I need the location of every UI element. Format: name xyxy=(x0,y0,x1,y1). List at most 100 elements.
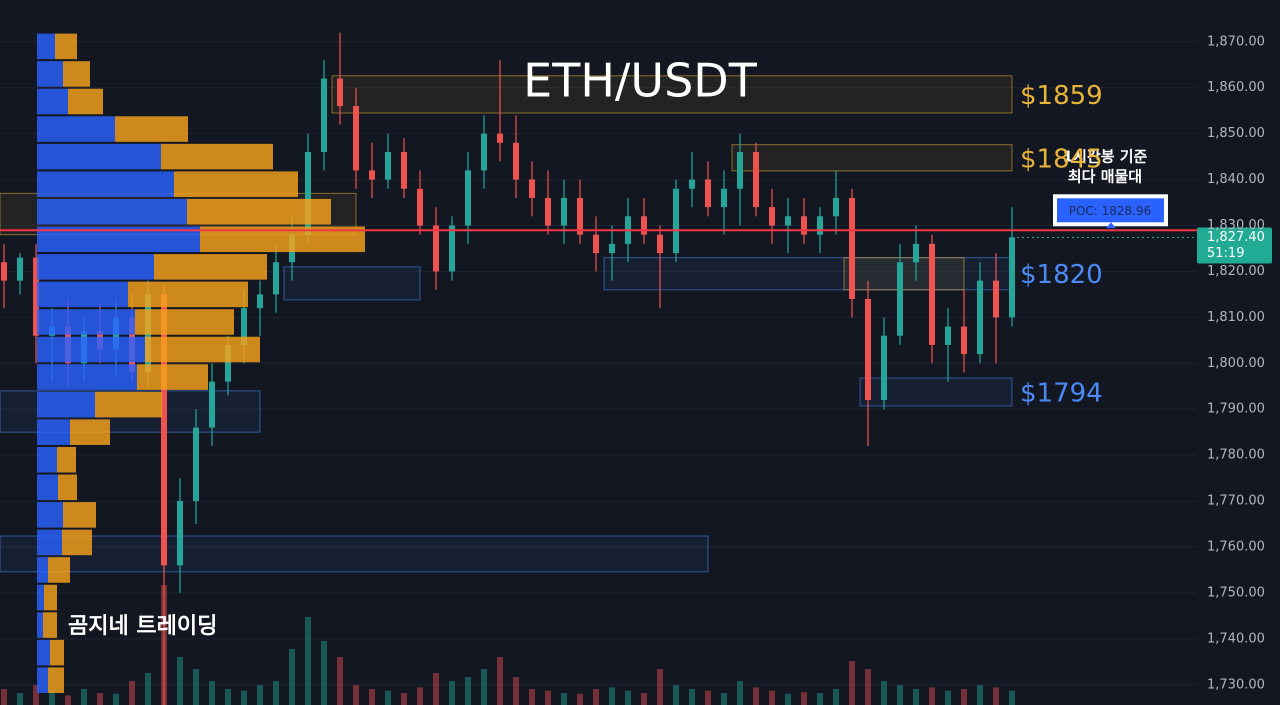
profile-buy xyxy=(37,88,68,115)
candle-body xyxy=(529,179,535,198)
chart-title: ETH/USDT xyxy=(523,54,758,108)
volume-bar xyxy=(321,641,327,705)
zone-label: $1794 xyxy=(1020,378,1103,408)
volume-bar xyxy=(833,689,839,705)
candle-body xyxy=(513,142,519,180)
candle-body xyxy=(17,257,23,281)
profile-buy xyxy=(37,612,43,638)
volume-bar xyxy=(385,690,391,705)
volume-bar xyxy=(417,687,423,705)
volume-bar xyxy=(689,689,695,705)
profile-sell xyxy=(70,419,110,445)
candle-body xyxy=(897,262,903,336)
volume-bar xyxy=(465,677,471,705)
volume-bar xyxy=(177,657,183,705)
poc-note: 최다 매물대 xyxy=(1068,168,1142,186)
volume-bar xyxy=(657,669,663,705)
candle-body xyxy=(961,326,967,355)
volume-bar xyxy=(401,693,407,705)
candle-body xyxy=(305,152,311,235)
volume-bar xyxy=(209,681,215,705)
candle-body xyxy=(673,188,679,254)
y-tick-label: 1,860.00 xyxy=(1207,80,1265,95)
y-tick-label: 1,810.00 xyxy=(1207,310,1265,325)
candle-layer xyxy=(1,32,1015,705)
candle-body xyxy=(369,170,375,180)
candle-body xyxy=(433,225,439,272)
volume-bar xyxy=(593,689,599,705)
profile-buy xyxy=(37,309,135,335)
profile-buy xyxy=(37,198,187,225)
price-zone xyxy=(331,75,1013,114)
candle-body xyxy=(657,234,663,254)
candle-body xyxy=(417,188,423,226)
volume-bar xyxy=(113,693,119,705)
profile-buy xyxy=(37,391,95,418)
volume-bar xyxy=(945,690,951,705)
profile-sell xyxy=(50,639,64,666)
profile-sell xyxy=(137,364,208,390)
volume-bar xyxy=(33,685,39,705)
candle-body xyxy=(161,294,167,566)
profile-buy xyxy=(37,584,44,611)
volume-bar xyxy=(577,693,583,705)
volume-bar xyxy=(609,687,615,705)
volume-bar xyxy=(305,617,311,705)
y-tick-label: 1,830.00 xyxy=(1207,218,1265,233)
candle-body xyxy=(225,344,231,382)
profile-buy xyxy=(37,446,57,473)
poc-box-inner xyxy=(1057,198,1164,223)
candle-body xyxy=(593,234,599,254)
volume-bar xyxy=(897,685,903,705)
profile-sell xyxy=(48,557,70,583)
volume-bar xyxy=(497,657,503,705)
candle-body xyxy=(1009,237,1015,318)
y-tick-label: 1,770.00 xyxy=(1207,494,1265,509)
candle-body xyxy=(769,207,775,226)
volume-bar xyxy=(65,695,71,705)
candle-body xyxy=(209,381,215,428)
profile-buy xyxy=(37,33,55,60)
y-tick-label: 1,850.00 xyxy=(1207,126,1265,141)
profile-buy xyxy=(37,143,161,170)
candle-body xyxy=(561,197,567,226)
candle-body xyxy=(401,152,407,189)
profile-sell xyxy=(63,502,96,528)
candle-body xyxy=(705,179,711,208)
candle-body xyxy=(865,298,871,401)
last-price-label: 1,827.40 xyxy=(1207,230,1265,245)
candle-body xyxy=(881,335,887,401)
profile-sell xyxy=(55,33,77,60)
volume-bar xyxy=(49,690,55,705)
last-price-box xyxy=(1197,227,1272,264)
volume-bar xyxy=(785,693,791,705)
volume-bar xyxy=(769,690,775,705)
volume-bar xyxy=(673,685,679,705)
price-zone xyxy=(603,257,1013,291)
y-tick-label: 1,820.00 xyxy=(1207,264,1265,279)
volume-bar xyxy=(801,692,807,705)
volume-bar xyxy=(993,687,999,705)
volume-bar xyxy=(1009,690,1015,705)
profile-buy xyxy=(37,116,115,142)
profile-sell xyxy=(48,667,64,693)
volume-bar xyxy=(849,661,855,705)
profile-sell xyxy=(174,171,298,197)
countdown-label: 51:19 xyxy=(1207,246,1244,261)
candle-body xyxy=(721,188,727,208)
profile-sell xyxy=(154,254,267,280)
price-zone xyxy=(731,144,1013,172)
y-tick-label: 1,730.00 xyxy=(1207,677,1265,692)
profile-buy xyxy=(37,336,145,363)
profile-buy xyxy=(37,474,58,501)
volume-bar xyxy=(913,689,919,705)
volume-bar xyxy=(81,689,87,705)
candle-body xyxy=(545,197,551,226)
volume-bar xyxy=(481,669,487,705)
volume-bar xyxy=(721,693,727,705)
profile-buy xyxy=(37,281,128,308)
candle-body xyxy=(577,197,583,235)
volume-bar xyxy=(369,689,375,705)
volume-bar xyxy=(241,690,247,705)
